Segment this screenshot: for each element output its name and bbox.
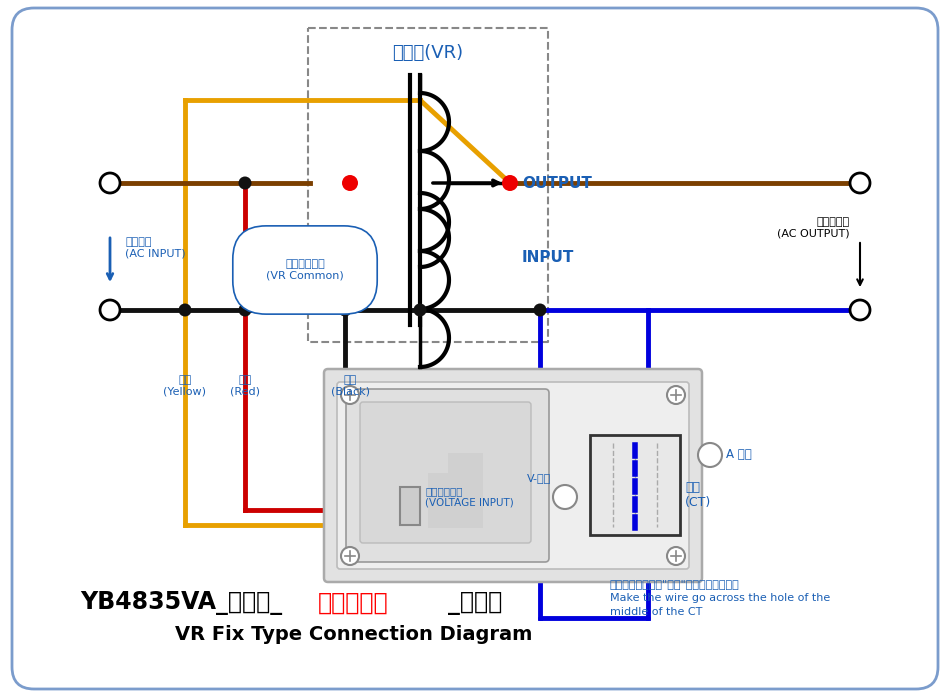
- Bar: [590, 435, 680, 535]
- Text: YB4835VA_固定式_: YB4835VA_固定式_: [80, 591, 282, 615]
- Bar: [428, 473, 483, 528]
- Text: 黑线
(Black): 黑线 (Black): [331, 375, 370, 397]
- Bar: [400, 487, 420, 525]
- Text: INPUT: INPUT: [522, 251, 575, 265]
- Text: 测试电压输入
(VOLTAGE INPUT): 测试电压输入 (VOLTAGE INPUT): [425, 486, 514, 507]
- Text: 调压器专用: 调压器专用: [318, 591, 389, 615]
- Circle shape: [698, 443, 722, 467]
- Text: 交流输入
(AC INPUT): 交流输入 (AC INPUT): [125, 237, 185, 259]
- Circle shape: [850, 300, 870, 320]
- Circle shape: [342, 175, 358, 191]
- Text: 红线
(Red): 红线 (Red): [230, 375, 260, 397]
- Circle shape: [338, 304, 352, 316]
- FancyBboxPatch shape: [346, 389, 549, 562]
- Text: VR Fix Type Connection Diagram: VR Fix Type Connection Diagram: [175, 626, 532, 645]
- Circle shape: [534, 304, 546, 316]
- Circle shape: [502, 175, 518, 191]
- Circle shape: [100, 300, 120, 320]
- Circle shape: [341, 547, 359, 565]
- FancyBboxPatch shape: [324, 369, 702, 582]
- Text: _接线图: _接线图: [448, 591, 503, 615]
- FancyBboxPatch shape: [12, 8, 938, 689]
- Text: 调压器输出
(AC OUTPUT): 调压器输出 (AC OUTPUT): [777, 217, 850, 239]
- Text: 调压器公共端
(VR Common): 调压器公共端 (VR Common): [266, 259, 344, 281]
- Circle shape: [413, 304, 427, 316]
- Text: V-校准: V-校准: [526, 473, 551, 483]
- Text: 调压器(VR): 调压器(VR): [392, 44, 464, 62]
- Circle shape: [341, 386, 359, 404]
- Text: 将测试回路的导线"一次"穿过互感器中心孔
Make the wire go across the hole of the
middle of the CT: 将测试回路的导线"一次"穿过互感器中心孔 Make the wire go ac…: [610, 579, 830, 617]
- FancyBboxPatch shape: [337, 382, 689, 569]
- Text: 黄线
(Yellow): 黄线 (Yellow): [163, 375, 206, 397]
- Text: 互感
(CT): 互感 (CT): [685, 481, 712, 509]
- Circle shape: [100, 173, 120, 193]
- Circle shape: [179, 304, 192, 316]
- Circle shape: [667, 386, 685, 404]
- Circle shape: [850, 173, 870, 193]
- Circle shape: [553, 485, 577, 509]
- Circle shape: [238, 304, 252, 316]
- Text: A 校准: A 校准: [726, 449, 751, 461]
- Circle shape: [667, 547, 685, 565]
- Text: OUTPUT: OUTPUT: [522, 176, 592, 190]
- Circle shape: [238, 176, 252, 190]
- Bar: [448, 453, 483, 493]
- FancyBboxPatch shape: [360, 402, 531, 543]
